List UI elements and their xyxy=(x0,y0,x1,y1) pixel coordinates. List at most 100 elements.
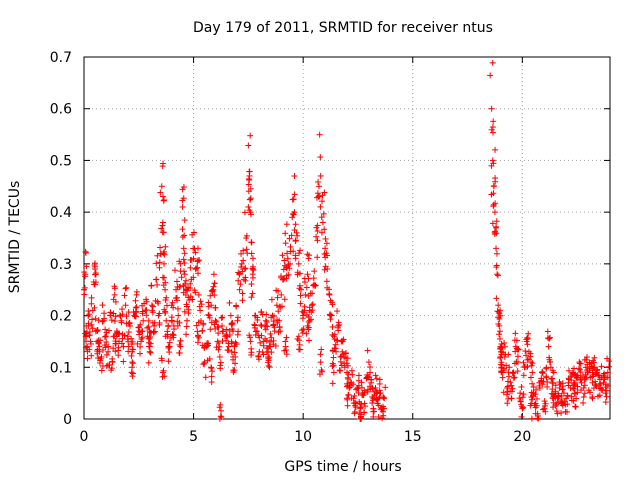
data-point xyxy=(285,271,292,278)
data-point xyxy=(343,383,350,390)
data-point xyxy=(157,189,164,196)
data-point xyxy=(148,302,155,309)
data-point xyxy=(380,394,387,401)
data-point xyxy=(160,160,167,167)
data-point xyxy=(282,230,289,237)
data-point xyxy=(83,344,90,351)
data-point xyxy=(187,280,194,287)
data-point xyxy=(529,360,536,367)
data-point xyxy=(328,312,335,319)
data-point xyxy=(367,364,374,371)
data-point xyxy=(273,302,280,309)
data-point xyxy=(533,402,540,409)
data-point xyxy=(180,268,187,275)
data-point xyxy=(281,257,288,264)
data-point xyxy=(235,277,242,284)
data-point xyxy=(519,394,526,401)
data-point xyxy=(312,282,319,289)
data-point xyxy=(511,374,518,381)
data-point xyxy=(110,345,117,352)
data-point xyxy=(571,379,578,386)
data-point xyxy=(243,246,250,253)
data-point xyxy=(206,314,213,321)
y-tick-label: 0.5 xyxy=(50,153,72,169)
data-point xyxy=(242,265,249,272)
data-point xyxy=(102,326,109,333)
data-point xyxy=(166,343,173,350)
data-point xyxy=(118,319,125,326)
data-point xyxy=(186,297,193,304)
data-point xyxy=(350,381,357,388)
data-point xyxy=(117,313,124,320)
data-point xyxy=(343,360,350,367)
data-point xyxy=(541,402,548,409)
data-point xyxy=(251,321,258,328)
data-point xyxy=(208,287,215,294)
data-point xyxy=(128,352,135,359)
data-point xyxy=(139,334,146,341)
data-point xyxy=(135,324,142,331)
data-point xyxy=(302,291,309,298)
data-point xyxy=(518,403,525,410)
data-point xyxy=(375,395,382,402)
data-point xyxy=(529,396,536,403)
data-point xyxy=(249,290,256,297)
data-point xyxy=(291,191,298,198)
data-point xyxy=(584,361,591,368)
data-point xyxy=(267,330,274,337)
data-point xyxy=(210,271,217,278)
data-point xyxy=(604,369,611,376)
data-point xyxy=(193,322,200,329)
data-point xyxy=(489,157,496,164)
data-point xyxy=(488,105,495,112)
data-point xyxy=(589,379,596,386)
data-point xyxy=(303,284,310,291)
data-point xyxy=(266,364,273,371)
data-point xyxy=(290,248,297,255)
data-point xyxy=(166,349,173,356)
data-point xyxy=(503,362,510,369)
data-point xyxy=(140,317,147,324)
data-point xyxy=(106,327,113,334)
data-point xyxy=(494,272,501,279)
data-point xyxy=(143,312,150,319)
data-point xyxy=(249,255,256,262)
data-point xyxy=(111,318,118,325)
data-point xyxy=(500,389,507,396)
data-point xyxy=(305,275,312,282)
data-point xyxy=(367,386,374,393)
data-point xyxy=(492,175,499,182)
data-point xyxy=(357,404,364,411)
data-point xyxy=(336,367,343,374)
data-point xyxy=(488,162,495,169)
data-point xyxy=(125,343,132,350)
data-point xyxy=(169,299,176,306)
data-point xyxy=(205,340,212,347)
data-point xyxy=(136,324,143,331)
data-point xyxy=(559,380,566,387)
data-point xyxy=(174,322,181,329)
data-point xyxy=(602,399,609,406)
data-point xyxy=(496,328,503,335)
data-point xyxy=(493,218,500,225)
data-point xyxy=(283,334,290,341)
x-tick-label: 5 xyxy=(189,429,198,445)
data-point xyxy=(543,373,550,380)
data-point xyxy=(523,336,530,343)
data-point xyxy=(147,340,154,347)
data-point xyxy=(304,251,311,258)
data-point xyxy=(596,382,603,389)
data-point xyxy=(490,201,497,208)
data-point xyxy=(197,298,204,305)
data-point xyxy=(103,362,110,369)
data-point xyxy=(200,320,207,327)
data-point xyxy=(158,183,165,190)
data-point xyxy=(322,235,329,242)
data-point xyxy=(105,343,112,350)
data-point xyxy=(559,386,566,393)
data-point xyxy=(247,195,254,202)
data-point xyxy=(218,407,225,414)
data-point xyxy=(313,233,320,240)
data-point xyxy=(233,302,240,309)
data-point xyxy=(546,356,553,363)
